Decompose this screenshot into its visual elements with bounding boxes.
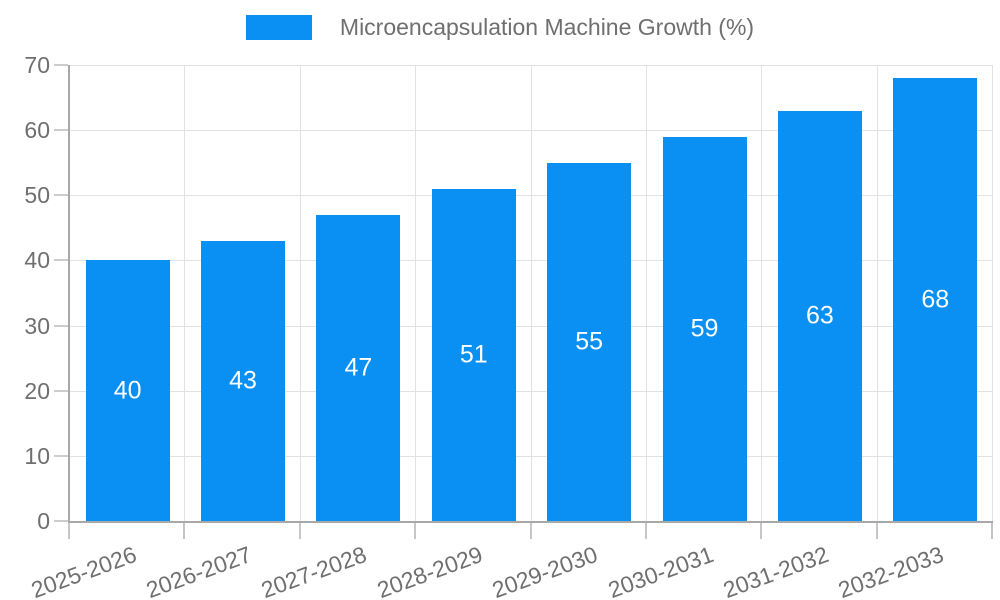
bar-value-label: 59: [690, 314, 719, 343]
gridline-vertical: [530, 65, 532, 521]
y-tick-label: 60: [24, 117, 50, 144]
x-axis-tick: [644, 523, 647, 539]
x-tick-label: 2025-2026: [27, 541, 140, 600]
bar-2027-2028[interactable]: 47: [316, 214, 401, 521]
x-axis-tick: [875, 523, 878, 539]
gridline-vertical: [299, 65, 301, 521]
bar-2031-2032[interactable]: 63: [777, 110, 862, 521]
y-axis-tick: [54, 194, 68, 197]
y-tick-label: 50: [24, 182, 50, 209]
y-tick-label: 20: [24, 377, 50, 404]
legend-label: Microencapsulation Machine Growth (%): [339, 14, 755, 40]
x-axis-tick: [68, 523, 70, 539]
x-tick-label: 2027-2028: [258, 541, 371, 600]
y-tick-label: 0: [37, 508, 50, 534]
legend-item[interactable]: Microencapsulation Machine Growth (%): [0, 14, 1000, 41]
bar-value-label: 68: [921, 285, 950, 314]
x-axis-tick: [529, 523, 532, 539]
x-tick-label: 2030-2031: [604, 541, 717, 600]
y-tick-label: 40: [24, 247, 50, 274]
bar-2025-2026[interactable]: 40: [85, 260, 170, 521]
bar-value-label: 47: [344, 353, 373, 382]
gridline-horizontal: [70, 65, 993, 66]
legend-swatch: [245, 15, 312, 40]
y-axis-tick: [54, 520, 68, 522]
y-axis-tick: [54, 259, 68, 262]
y-tick-label: 70: [24, 52, 50, 78]
gridline-horizontal: [70, 130, 993, 132]
x-axis-tick: [414, 523, 417, 539]
bar-2032-2033[interactable]: 68: [893, 78, 978, 521]
x-tick-label: 2028-2029: [373, 541, 486, 600]
bar-2028-2029[interactable]: 51: [431, 188, 516, 521]
y-axis-tick: [54, 64, 68, 66]
y-axis-tick: [54, 129, 68, 132]
bar-2030-2031[interactable]: 59: [662, 136, 747, 521]
x-axis-tick: [298, 523, 301, 539]
gridline-horizontal: [70, 195, 993, 197]
bar-value-label: 40: [113, 376, 142, 405]
x-tick-label: 2026-2027: [142, 541, 255, 600]
x-axis-tick: [760, 523, 763, 539]
x-tick-label: 2031-2032: [719, 541, 832, 600]
gridline-vertical: [184, 65, 186, 521]
bar-2026-2027[interactable]: 43: [201, 240, 286, 521]
gridline-vertical: [645, 65, 647, 521]
gridline-vertical: [415, 65, 417, 521]
y-tick-label: 30: [24, 312, 50, 339]
gridline-horizontal: [70, 455, 993, 457]
gridline-vertical: [876, 65, 878, 521]
y-tick-label: 10: [24, 442, 50, 469]
gridline-vertical: [761, 65, 763, 521]
y-axis-tick: [54, 324, 68, 327]
bar-value-label: 43: [229, 366, 257, 395]
gridline-horizontal: [70, 260, 993, 262]
gridline-vertical: [992, 65, 993, 521]
x-tick-label: 2032-2033: [834, 541, 948, 600]
x-tick-label: 2029-2030: [488, 541, 602, 600]
x-axis-tick: [991, 523, 993, 539]
gridline-horizontal: [70, 390, 993, 392]
plot-area: 40 43 47 51 55 59 63 68: [68, 65, 993, 523]
gridline-horizontal: [70, 325, 993, 327]
x-axis-tick: [183, 523, 186, 539]
y-axis-tick: [54, 454, 68, 457]
bar-value-label: 51: [459, 340, 488, 369]
bar-value-label: 55: [575, 327, 604, 356]
bar-value-label: 63: [806, 301, 834, 330]
y-axis-tick: [54, 389, 68, 392]
bar-2029-2030[interactable]: 55: [547, 162, 632, 521]
